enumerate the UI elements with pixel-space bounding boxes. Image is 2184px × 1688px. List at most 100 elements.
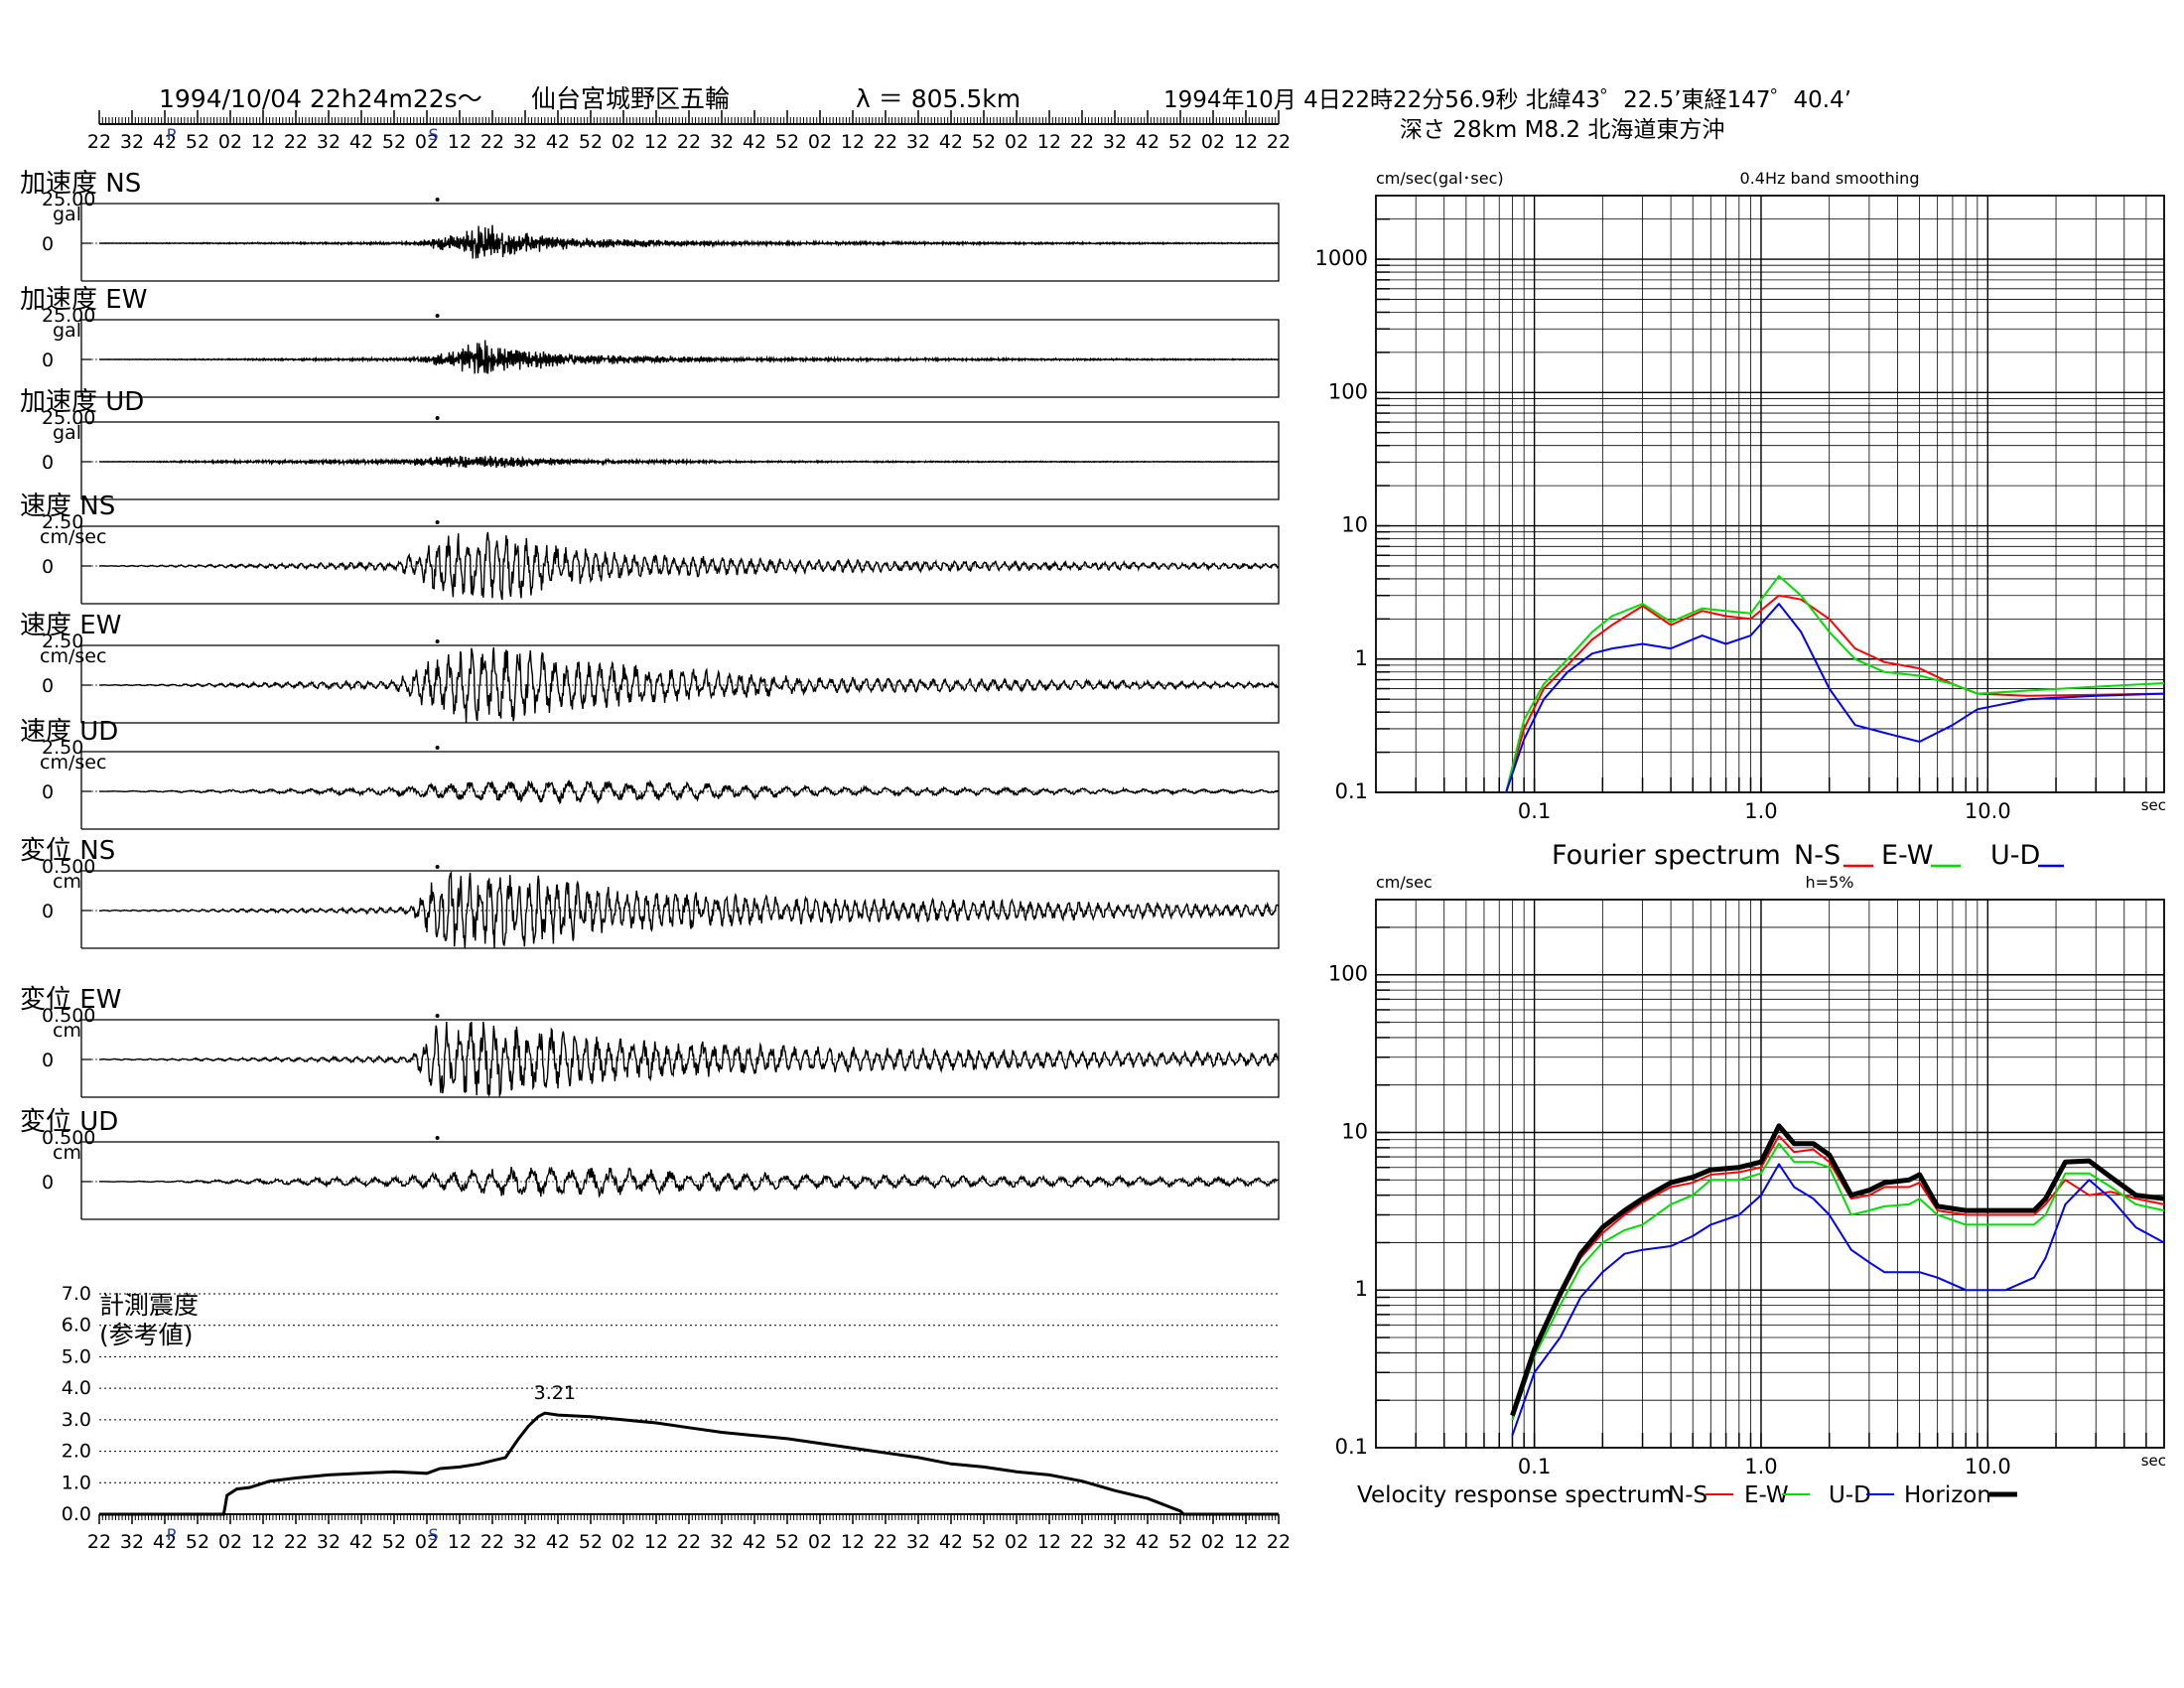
panel-frame xyxy=(80,203,1280,282)
top-axis-tick-label: 42 xyxy=(743,131,766,153)
spectrum-x-tick-label: 10.0 xyxy=(1965,1455,2011,1478)
spectrum-y-tick-label: 0.1 xyxy=(1335,1435,1368,1459)
spectrum-y-tick-label: 1000 xyxy=(1315,246,1368,270)
panel-frame xyxy=(80,1019,1280,1098)
bottom-axis-tick-label: 52 xyxy=(382,1531,406,1553)
panel-label: 速度 UD xyxy=(20,717,118,747)
top-axis-tick-label: 02 xyxy=(808,131,832,153)
bottom-axis-tick-label: 32 xyxy=(1103,1531,1127,1553)
start-time: 1994/10/04 22h24m22s～ xyxy=(159,84,482,113)
panel-zero-label: 0 xyxy=(42,901,54,922)
top-axis-tick-label: 22 xyxy=(677,131,701,153)
top-axis-tick-label: 42 xyxy=(939,131,963,153)
bottom-axis-tick-label: 12 xyxy=(644,1531,668,1553)
panel-unit: gal xyxy=(53,422,81,444)
bottom-axis-tick-label: 12 xyxy=(841,1531,865,1553)
bottom-axis-tick-label: 32 xyxy=(710,1531,734,1553)
panel-label: 加速度 UD xyxy=(20,387,144,417)
top-axis-tick-label: 32 xyxy=(906,131,930,153)
panel-scale-value: 25.00 xyxy=(42,189,95,211)
intensity-y-tick: 2.0 xyxy=(62,1441,91,1463)
fourier-legend-label: U-D xyxy=(1990,840,2040,871)
origin-time-location: 1994年10月 4日22時22分56.9秒 北緯43゜22.5’東経147゜4… xyxy=(1163,87,1851,113)
response-legend-label: N-S xyxy=(1668,1482,1707,1508)
spectrum-y-tick-label: 10 xyxy=(1341,1119,1368,1143)
bottom-axis-tick-label: 52 xyxy=(972,1531,996,1553)
panel-zero-label: 0 xyxy=(42,675,54,697)
bottom-axis-tick-label: 42 xyxy=(153,1531,177,1553)
bottom-axis-tick-label: 32 xyxy=(906,1531,930,1553)
spectrum-y-tick-label: 100 xyxy=(1328,962,1368,986)
response-legend-title: Velocity response spectrum xyxy=(1357,1482,1673,1508)
bottom-axis-tick-label: 42 xyxy=(743,1531,766,1553)
spectrum-frame xyxy=(1375,899,2165,1449)
panel-label: 変位 EW xyxy=(20,985,121,1015)
panel-frame xyxy=(80,870,1280,949)
spectrum-note: 0.4Hz band smoothing xyxy=(1740,169,1920,188)
peak-marker xyxy=(435,314,440,318)
bottom-axis-tick-label: 42 xyxy=(1136,1531,1160,1553)
bottom-axis-tick-label: 22 xyxy=(1267,1531,1291,1553)
spectrum-y-tick-label: 10 xyxy=(1341,513,1368,537)
panel-scale-value: 2.50 xyxy=(42,631,83,652)
bottom-axis-tick-label: 32 xyxy=(513,1531,537,1553)
spectrum-x-unit: sec xyxy=(2141,796,2166,814)
header: 1994/10/04 22h24m22s～ 仙台宮城野区五輪 λ ＝ 805.5… xyxy=(159,84,1851,143)
top-axis-tick-label: 22 xyxy=(480,131,504,153)
top-axis-tick-label: 42 xyxy=(349,131,373,153)
bottom-axis-tick-label: 42 xyxy=(349,1531,373,1553)
panel-frame xyxy=(80,644,1280,724)
fourier-legend-label: E-W xyxy=(1881,840,1933,871)
panel-frame xyxy=(80,1141,1280,1220)
panel-scale-value: 2.50 xyxy=(42,511,83,533)
top-axis-tick-label: 32 xyxy=(710,131,734,153)
top-axis-tick-label: 22 xyxy=(284,131,308,153)
top-axis-tick-label: 02 xyxy=(1005,131,1028,153)
top-axis-s-arrival-marker: S xyxy=(429,125,439,144)
bottom-axis-tick-label: 02 xyxy=(218,1531,242,1553)
panel-scale-value: 25.00 xyxy=(42,407,95,429)
bottom-axis-tick-label: 42 xyxy=(546,1531,570,1553)
spectrum-y-tick-label: 100 xyxy=(1328,379,1368,403)
epicentral-distance: λ ＝ 805.5km xyxy=(856,84,1021,113)
top-axis-tick-label: 52 xyxy=(186,131,209,153)
panel-label: 速度 EW xyxy=(20,611,121,640)
series-line-horizon xyxy=(1510,1123,2165,1417)
top-axis-tick-label: 32 xyxy=(317,131,341,153)
response-legend-label: E-W xyxy=(1744,1482,1789,1508)
spectrum-x-tick-label: 10.0 xyxy=(1965,799,2011,823)
spectrum-y-unit: cm/sec xyxy=(1376,873,1433,892)
panel-label: 変位 UD xyxy=(20,1107,118,1137)
bottom-axis-tick-label: 02 xyxy=(612,1531,635,1553)
bottom-axis-tick-label: 22 xyxy=(480,1531,504,1553)
top-axis-tick-label: 22 xyxy=(874,131,897,153)
top-axis-tick-label: 12 xyxy=(448,131,472,153)
panel-frame xyxy=(80,421,1280,500)
top-axis-tick-label: 22 xyxy=(1070,131,1094,153)
intensity-y-tick: 0.0 xyxy=(62,1503,91,1525)
station-name: 仙台宮城野区五輪 xyxy=(531,84,730,113)
intensity-y-tick: 4.0 xyxy=(62,1377,91,1399)
time-axis-bottom: 22 32 42 52 02 12 22 32 42 52 02 12 22 32 42 52 02 12 22 32… xyxy=(87,1513,1291,1553)
panel-scale-value: 25.00 xyxy=(42,305,95,327)
top-axis-tick-label: 52 xyxy=(775,131,799,153)
top-axis-tick-label: 52 xyxy=(972,131,996,153)
top-axis-tick-label: 52 xyxy=(579,131,603,153)
top-axis-tick-label: 12 xyxy=(1037,131,1061,153)
bottom-axis-tick-label: 22 xyxy=(87,1531,111,1553)
panel-label: 加速度 NS xyxy=(20,169,141,199)
bottom-axis-tick-label: 12 xyxy=(1234,1531,1258,1553)
top-axis-tick-label: 52 xyxy=(382,131,406,153)
intensity-curve xyxy=(99,1411,1279,1516)
panel-zero-label: 0 xyxy=(42,452,54,474)
spectrum-y-tick-label: 1 xyxy=(1355,646,1368,670)
bottom-axis-tick-label: 02 xyxy=(415,1531,439,1553)
bottom-axis-tick-label: 12 xyxy=(448,1531,472,1553)
panel-unit: cm xyxy=(53,871,81,893)
bottom-axis-s-arrival-marker: S xyxy=(429,1525,439,1544)
depth-magnitude-region: 深さ 28km M8.2 北海道東方沖 xyxy=(1400,117,1724,143)
panel-label: 速度 NS xyxy=(20,492,115,521)
top-axis-tick-label: 02 xyxy=(415,131,439,153)
